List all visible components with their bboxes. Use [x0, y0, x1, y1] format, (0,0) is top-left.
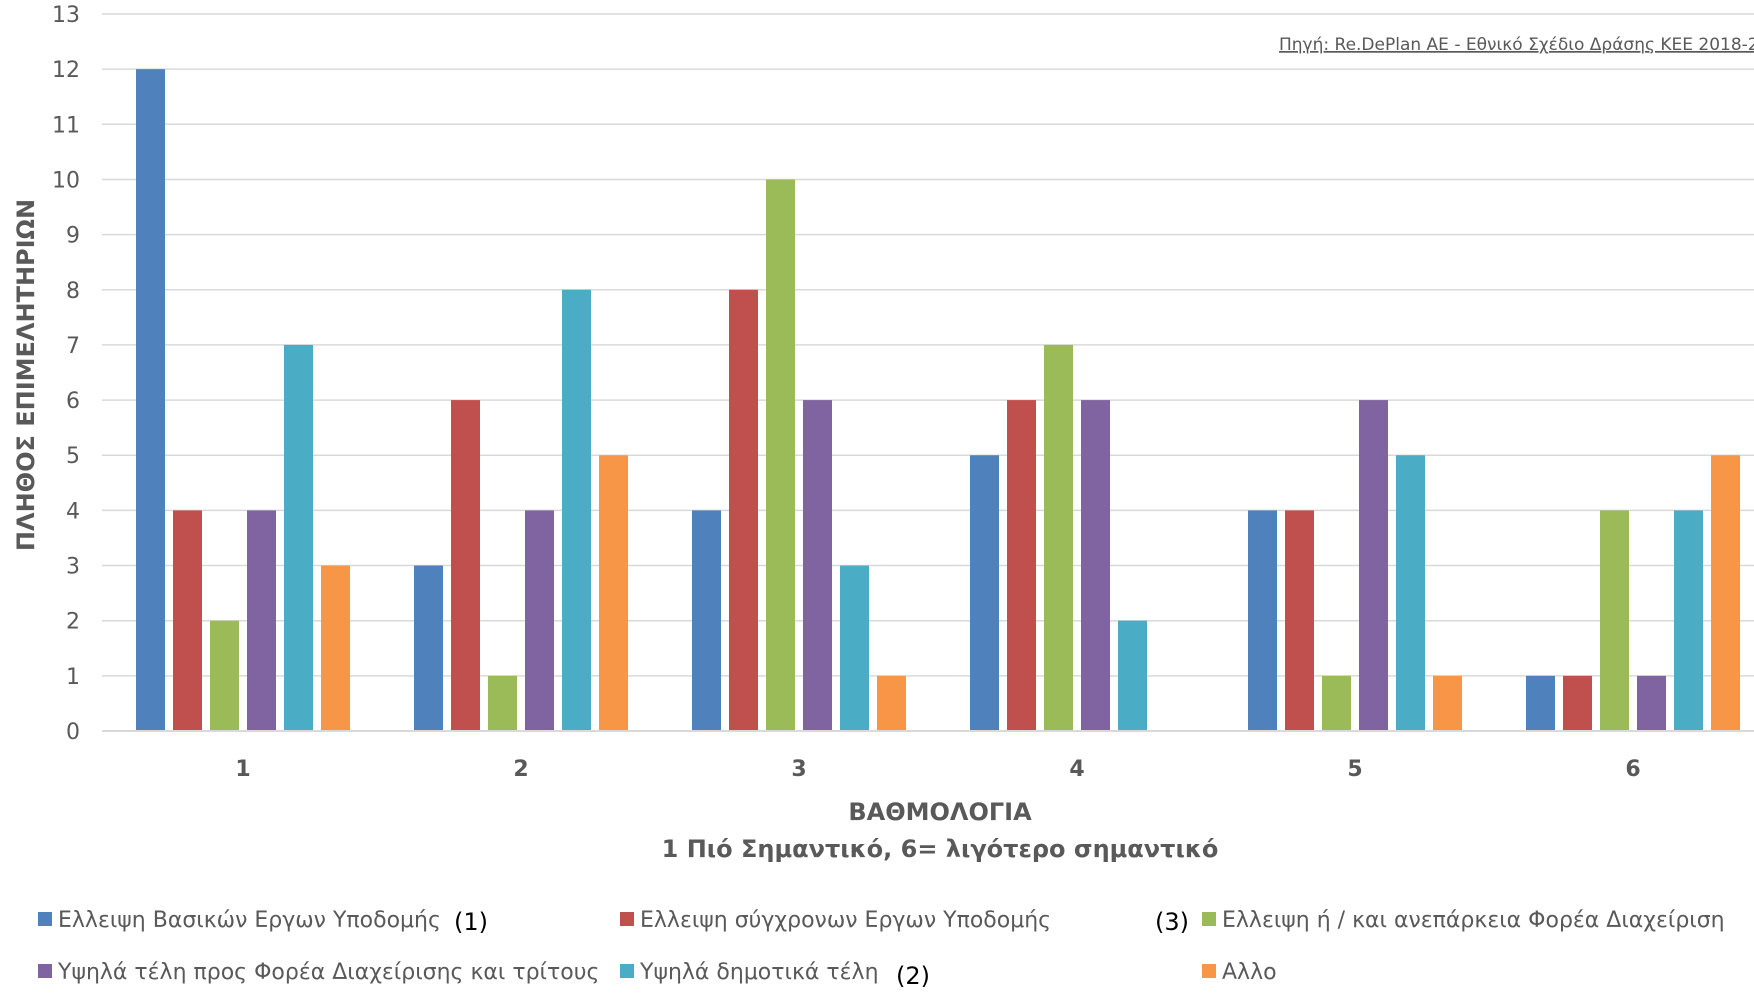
bar: [488, 675, 517, 731]
y-tick-label: 1: [66, 665, 80, 690]
legend-label: Ελλειψη Βασικών Εργων Υποδομής: [58, 908, 441, 933]
legend-swatch: [620, 912, 634, 926]
x-tick-label: 5: [1347, 757, 1362, 782]
bar: [1081, 400, 1110, 731]
x-tick-label: 4: [1069, 757, 1084, 782]
source-note: Πηγή: Re.DePlan AE - Εθνικό Σχέδιο Δράση…: [1279, 35, 1754, 55]
legend-label: Αλλο: [1222, 960, 1277, 985]
bar: [210, 620, 239, 731]
bar: [1322, 675, 1351, 731]
bar: [321, 565, 350, 731]
x-tick-label: 2: [513, 757, 528, 782]
y-tick-label: 6: [66, 389, 80, 414]
bar: [1600, 510, 1629, 731]
x-axis-subtitle: 1 Πιό Σημαντικό, 6= λιγότερο σημαντικό: [662, 835, 1219, 863]
bar: [1526, 675, 1555, 731]
annotation-marker: (1): [454, 908, 488, 936]
bar: [766, 179, 795, 731]
bar: [1248, 510, 1277, 731]
y-tick-label: 9: [66, 224, 80, 249]
bar: [1563, 675, 1592, 731]
bar: [247, 510, 276, 731]
bar: [877, 675, 906, 731]
bar: [136, 69, 165, 731]
bar: [692, 510, 721, 731]
bar: [1285, 510, 1314, 731]
bar: [1359, 400, 1388, 731]
x-tick-label: 6: [1625, 757, 1640, 782]
bar: [803, 400, 832, 731]
bar: [1637, 675, 1666, 731]
annotations: (1) (2) (3): [454, 908, 1189, 990]
legend-swatch: [38, 912, 52, 926]
bar: [562, 289, 591, 731]
bar: [1674, 510, 1703, 731]
bar: [1118, 620, 1147, 731]
gridlines: [102, 13, 1754, 677]
legend-label: Υψηλά τέλη προς Φορέα Διαχείρισης και τρ…: [57, 960, 599, 985]
x-axis-title: ΒΑΘΜΟΛΟΓΙΑ: [848, 798, 1032, 826]
bar: [451, 400, 480, 731]
annotation-marker: (2): [896, 962, 930, 990]
legend-label: Ελλειψη σύγχρονων Εργων Υποδομής: [640, 908, 1051, 933]
y-tick-label: 7: [66, 334, 80, 359]
bar: [599, 455, 628, 731]
y-tick-label: 10: [52, 168, 80, 193]
x-axis-ticks: 1 2 3 4 5 6: [235, 757, 1640, 782]
bar: [284, 344, 313, 731]
annotation-marker: (3): [1155, 908, 1189, 936]
bar: [1044, 344, 1073, 731]
bar: [1396, 455, 1425, 731]
legend: Ελλειψη Βασικών Εργων Υποδομής Ελλειψη σύ…: [38, 908, 1725, 985]
x-tick-label: 3: [791, 757, 806, 782]
legend-label: Ελλειψη ή / και ανεπάρκεια Φορέα Διαχείρ…: [1222, 908, 1725, 933]
legend-swatch: [1202, 964, 1216, 978]
y-tick-label: 3: [66, 555, 80, 580]
bar: [1007, 400, 1036, 731]
bar: [970, 455, 999, 731]
y-tick-label: 0: [66, 720, 80, 745]
y-tick-label: 5: [66, 444, 80, 469]
bar: [1711, 455, 1740, 731]
y-tick-label: 11: [52, 113, 80, 138]
bar: [729, 289, 758, 731]
bar: [525, 510, 554, 731]
legend-swatch: [620, 964, 634, 978]
y-axis-title: ΠΛΗΘΟΣ ΕΠΙΜΕΛΗΤΗΡΙΩΝ: [12, 199, 40, 551]
y-tick-label: 13: [52, 3, 80, 28]
x-tick-label: 1: [235, 757, 250, 782]
y-tick-label: 8: [66, 279, 80, 304]
bar: [414, 565, 443, 731]
y-tick-label: 12: [52, 58, 80, 83]
bar: [1433, 675, 1462, 731]
bar: [840, 565, 869, 731]
legend-swatch: [38, 964, 52, 978]
bar: [173, 510, 202, 731]
y-tick-label: 2: [66, 610, 80, 635]
legend-label: Υψηλά δημοτικά τέλη: [639, 960, 879, 985]
bars: [136, 69, 1740, 731]
legend-swatch: [1202, 912, 1216, 926]
y-tick-label: 4: [66, 499, 80, 524]
